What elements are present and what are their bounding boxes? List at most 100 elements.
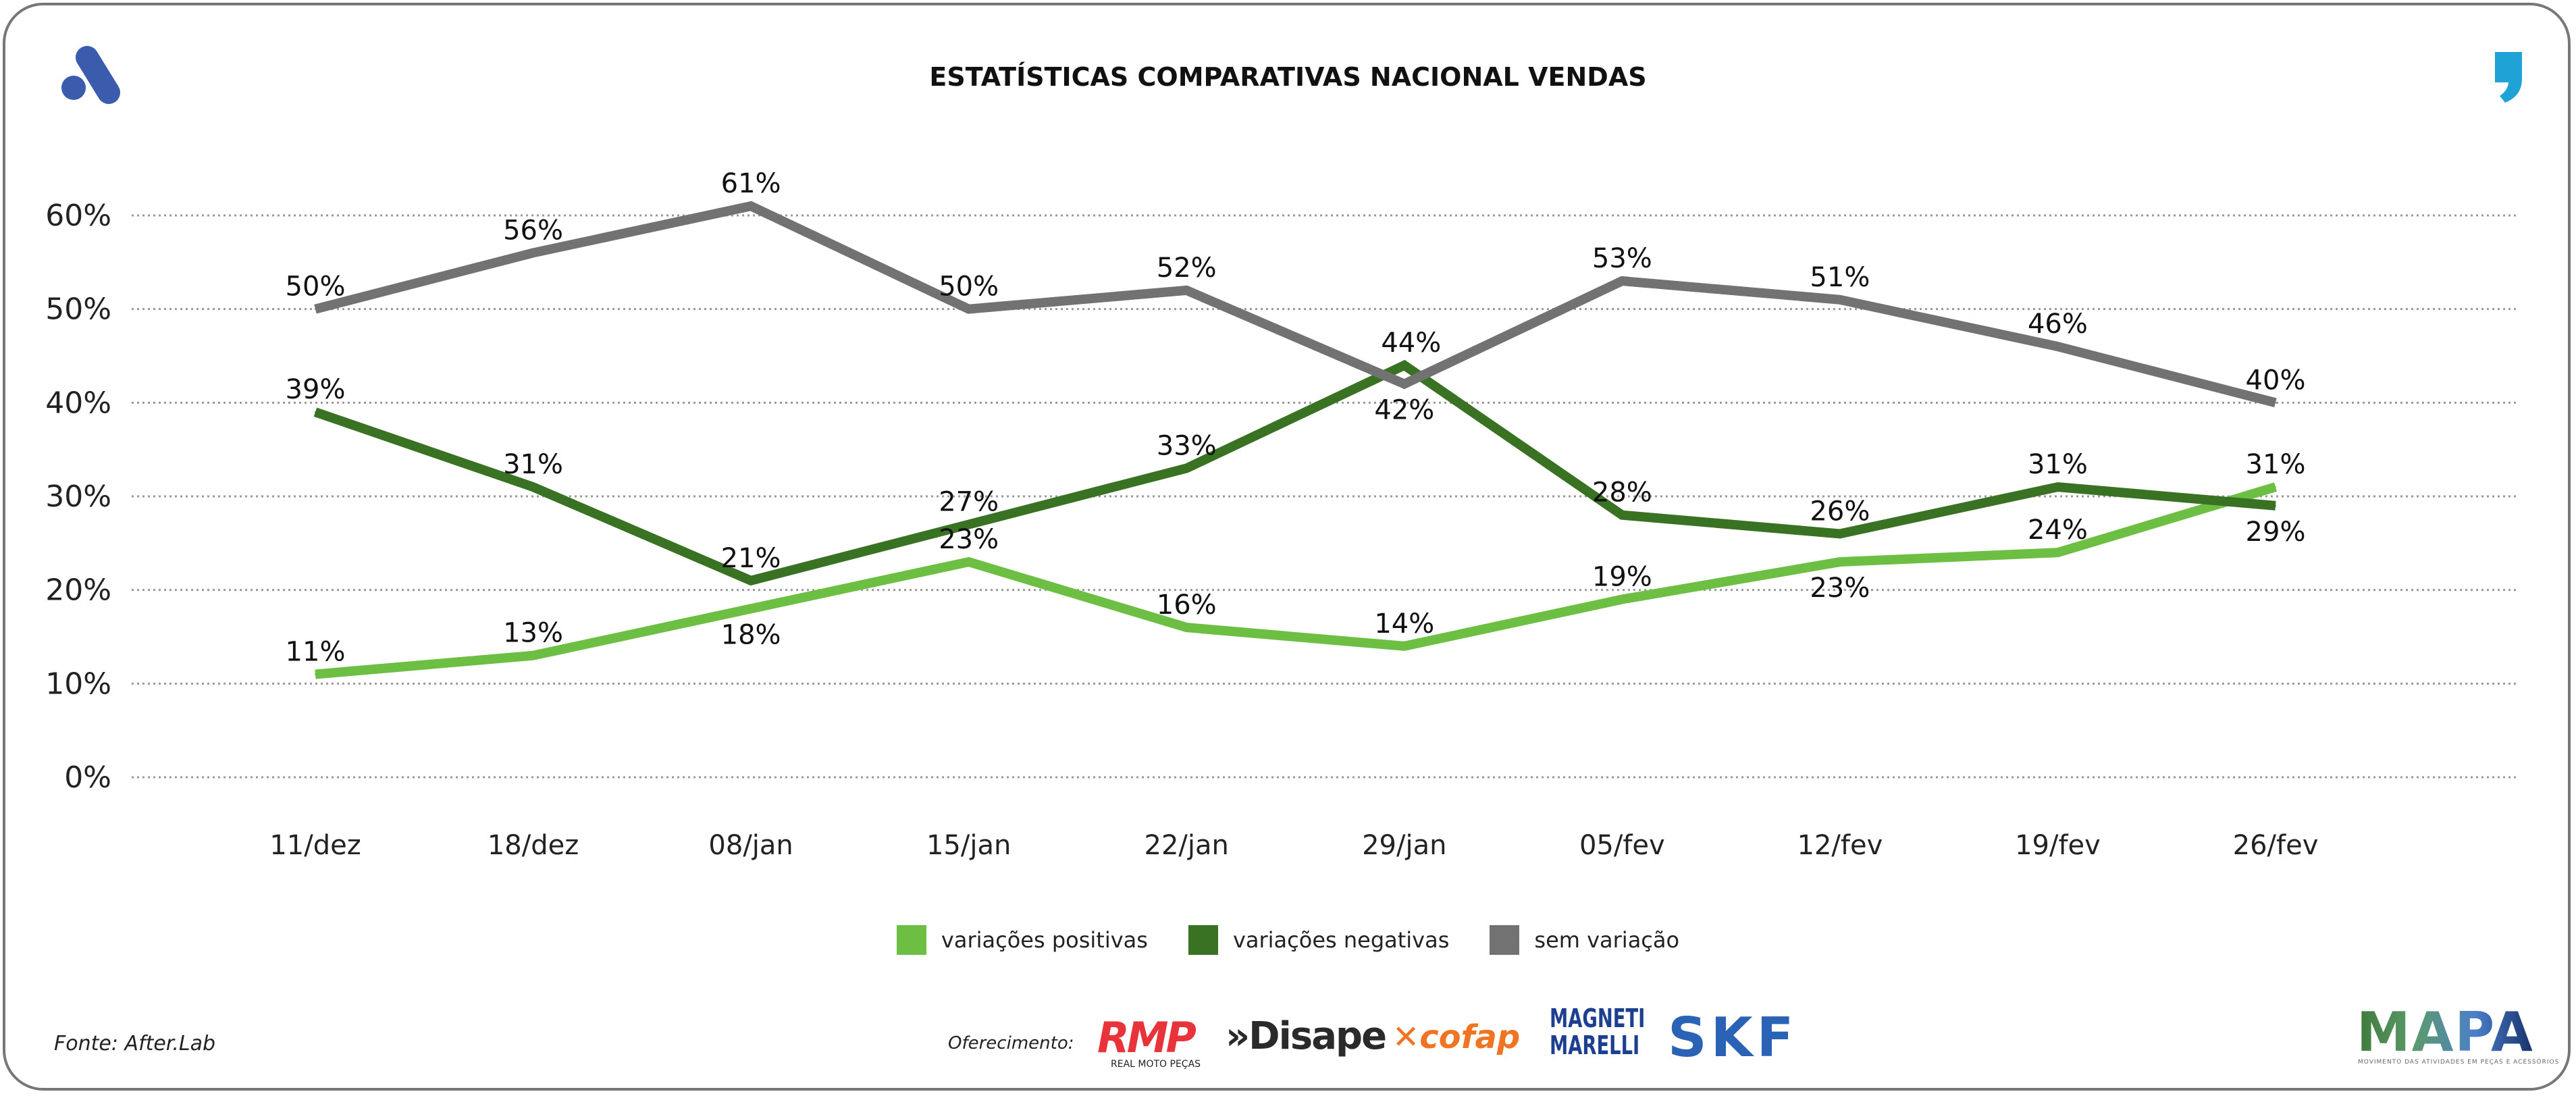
legend-item-positivas: variações positivas	[896, 925, 1148, 955]
quote-comma-icon	[2495, 52, 2522, 103]
data-point	[1403, 645, 1405, 647]
data-point	[532, 486, 534, 488]
sponsor-logo-rmp: RMP	[1097, 1013, 1197, 1062]
y-tick-label: 30%	[45, 479, 111, 514]
data-label: 19%	[1592, 562, 1652, 593]
data-point	[2275, 504, 2276, 506]
mapa-logo: MAPA	[2357, 1001, 2534, 1064]
data-label: 23%	[939, 524, 999, 555]
sponsor-logo-cofap: ✕cofap	[1392, 1018, 1521, 1056]
data-label: 31%	[2028, 449, 2088, 480]
data-point	[1403, 383, 1405, 385]
data-label: 16%	[1157, 590, 1217, 621]
data-label: 31%	[503, 449, 563, 480]
sponsor-logo-disape: »Disape	[1226, 1014, 1387, 1058]
data-point	[1621, 514, 1623, 516]
data-point	[2275, 402, 2276, 404]
data-label: 53%	[1592, 243, 1652, 274]
legend-swatch	[1188, 925, 1218, 955]
x-tick-label: 15/jan	[926, 830, 1011, 861]
data-label: 51%	[1810, 262, 1870, 293]
data-label: 18%	[721, 619, 781, 650]
legend-item-negativas: variações negativas	[1188, 925, 1449, 955]
chart-title: ESTATÍSTICAS COMPARATIVAS NACIONAL VENDA…	[929, 62, 1647, 92]
series-line-2	[314, 201, 2277, 408]
data-label: 52%	[1157, 253, 1217, 284]
data-label: 14%	[1374, 608, 1434, 640]
x-tick-label: 29/jan	[1362, 830, 1446, 861]
after-lab-logo-icon	[61, 46, 120, 104]
x-tick-label: 08/jan	[708, 830, 793, 861]
x-tick-label: 22/jan	[1145, 830, 1229, 861]
data-label: 29%	[2246, 517, 2306, 548]
data-label: 31%	[2246, 449, 2306, 480]
data-point	[315, 673, 316, 675]
chart-frame	[3, 3, 2571, 1091]
y-tick-label: 40%	[45, 386, 111, 420]
data-label: 21%	[721, 543, 781, 574]
series-line-0	[315, 482, 2278, 679]
data-label: 42%	[1374, 395, 1434, 426]
data-label: 27%	[939, 487, 999, 518]
sponsor-logo-rmp-tagline: REAL MOTO PEÇAS	[1111, 1059, 1201, 1070]
x-tick-label: 11/dez	[269, 830, 361, 861]
x-tick-label: 05/fev	[1579, 830, 1665, 861]
data-point	[968, 523, 970, 525]
data-label: 50%	[286, 271, 346, 303]
data-point	[750, 608, 752, 610]
data-point	[1186, 467, 1188, 469]
data-label: 26%	[1810, 496, 1870, 527]
data-point	[2057, 486, 2059, 488]
data-label: 44%	[1381, 328, 1441, 359]
legend-label: sem variação	[1534, 927, 1680, 953]
data-point	[532, 252, 534, 254]
data-label: 13%	[503, 618, 563, 649]
data-label: 61%	[721, 168, 781, 199]
series-line-1	[313, 359, 2276, 586]
legend-label: variações positivas	[941, 927, 1148, 953]
x-tick-label: 18/dez	[488, 830, 579, 861]
legend-swatch	[896, 925, 926, 955]
x-tick-label: 19/fev	[2015, 830, 2101, 861]
sponsor-logo-magneti-marelli: MAGNETI MARELLI	[1550, 1003, 1646, 1060]
data-label: 56%	[503, 215, 563, 246]
data-point	[1621, 280, 1623, 282]
chart-legend: variações positivas variações negativas …	[0, 925, 2576, 955]
y-tick-label: 60%	[45, 199, 111, 233]
data-point	[750, 579, 752, 581]
legend-swatch	[1490, 925, 1520, 955]
data-label: 40%	[2246, 365, 2306, 396]
y-tick-label: 50%	[45, 292, 111, 327]
data-point	[2275, 486, 2276, 488]
data-point	[1186, 289, 1188, 291]
data-point	[1186, 627, 1188, 629]
data-point	[750, 205, 752, 207]
data-label: 28%	[1592, 477, 1652, 508]
mapa-tagline: MOVIMENTO DAS ATIVIDADES EM PEÇAS E ACES…	[2358, 1059, 2560, 1066]
data-label: 11%	[286, 636, 346, 667]
y-tick-label: 0%	[64, 760, 111, 795]
data-label: 39%	[286, 374, 346, 405]
data-point	[1621, 598, 1623, 600]
data-label: 24%	[2028, 515, 2088, 546]
data-point	[532, 654, 534, 656]
data-label: 50%	[939, 271, 999, 303]
data-label: 23%	[1810, 573, 1870, 604]
data-point	[315, 308, 316, 310]
data-label: 46%	[2028, 309, 2088, 340]
data-point	[2057, 552, 2059, 554]
x-tick-label: 12/fev	[1797, 830, 1883, 861]
data-point	[1839, 298, 1841, 301]
data-point	[968, 561, 970, 563]
data-point	[315, 411, 316, 413]
y-tick-label: 10%	[45, 667, 111, 701]
data-point	[1839, 561, 1841, 563]
data-point	[1403, 364, 1405, 366]
data-point	[968, 308, 970, 310]
sponsor-logo-skf: SKF	[1668, 1006, 1798, 1069]
y-tick-label: 20%	[45, 573, 111, 608]
legend-item-sem-variacao: sem variação	[1490, 925, 1679, 955]
x-tick-label: 26/fev	[2233, 830, 2319, 861]
data-point	[2057, 346, 2059, 348]
